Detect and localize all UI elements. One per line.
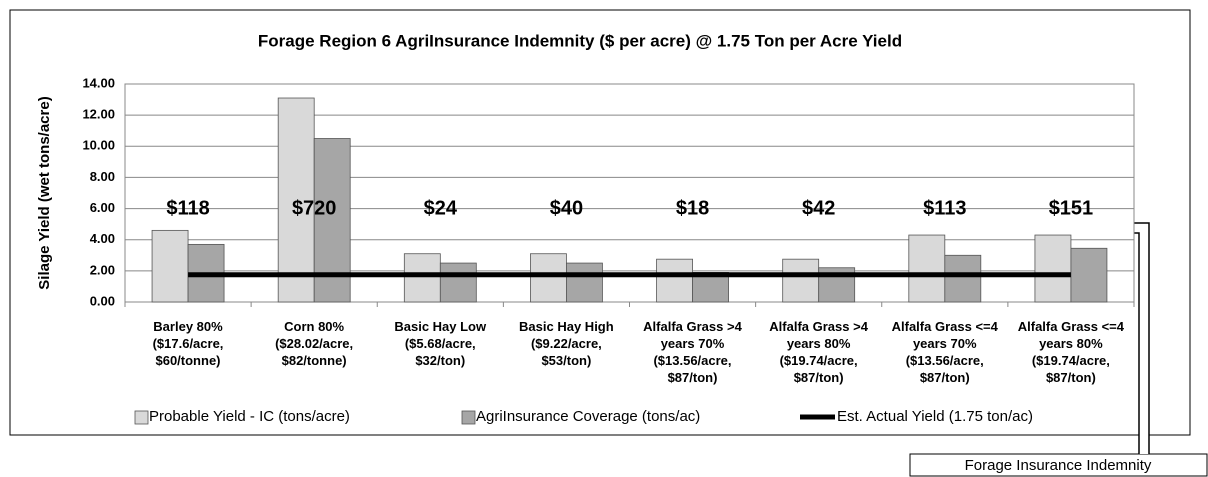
y-tick-label: 2.00 <box>90 262 115 277</box>
x-tick-label: Alfalfa Grass <=4 years 70% ($13.56/acre… <box>891 319 998 385</box>
annotation: $42 <box>802 197 835 219</box>
x-tick-label: Basic Hay Low ($5.68/acre, $32/ton) <box>394 319 487 368</box>
annotation: $18 <box>676 197 709 219</box>
y-tick-label: 4.00 <box>90 231 115 246</box>
legend-swatch <box>134 410 149 425</box>
annotation: $118 <box>166 197 209 219</box>
bar <box>530 253 567 303</box>
y-tick-label: 14.00 <box>82 75 115 90</box>
callout-box <box>909 453 1208 477</box>
bar <box>1070 247 1108 303</box>
bar <box>656 258 693 303</box>
bar <box>908 234 946 303</box>
legend-label: AgriInsurance Coverage (tons/ac) <box>476 408 700 425</box>
x-tick-label: Basic Hay High ($9.22/acre, $53/ton) <box>519 319 614 368</box>
y-tick-label: 0.00 <box>90 293 115 308</box>
annotation: $113 <box>923 197 966 219</box>
bar <box>403 253 441 303</box>
annotation: $40 <box>550 197 583 219</box>
legend-swatch <box>461 410 476 425</box>
bar <box>692 272 729 303</box>
x-tick-label: Alfalfa Grass >4 years 80% ($19.74/acre,… <box>769 319 868 385</box>
callout-text: Forage Insurance Indemnity <box>965 457 1152 474</box>
bar <box>313 138 351 303</box>
y-tick-label: 12.00 <box>82 107 115 122</box>
bar <box>439 262 477 303</box>
bar <box>944 254 982 303</box>
annotation: $151 <box>1049 197 1094 219</box>
y-tick-label: 10.00 <box>82 138 115 153</box>
x-tick-label: Alfalfa Grass <=4 years 80% ($19.74/acre… <box>1017 319 1124 385</box>
y-axis-label: Silage Yield (wet tons/acre) <box>36 96 53 289</box>
plot-area <box>124 83 1135 303</box>
legend-label: Probable Yield - IC (tons/acre) <box>149 408 350 425</box>
bar <box>1034 234 1072 303</box>
annotation: $720 <box>292 197 337 219</box>
x-tick-label: Barley 80% ($17.6/acre, $60/tonne) <box>152 319 224 368</box>
x-tick-label: Alfalfa Grass >4 years 70% ($13.56/acre,… <box>643 319 742 385</box>
bar <box>566 262 603 303</box>
bar <box>782 258 820 303</box>
annotation: $24 <box>424 197 458 219</box>
bar <box>277 97 315 303</box>
legend-label: Est. Actual Yield (1.75 ton/ac) <box>837 408 1033 425</box>
bar <box>151 229 189 303</box>
y-tick-label: 8.00 <box>90 169 115 184</box>
x-tick-label: Corn 80% ($28.02/acre, $82/tonne) <box>275 319 354 368</box>
y-tick-label: 6.00 <box>90 200 115 215</box>
chart-title: Forage Region 6 AgriInsurance Indemnity … <box>258 31 902 50</box>
